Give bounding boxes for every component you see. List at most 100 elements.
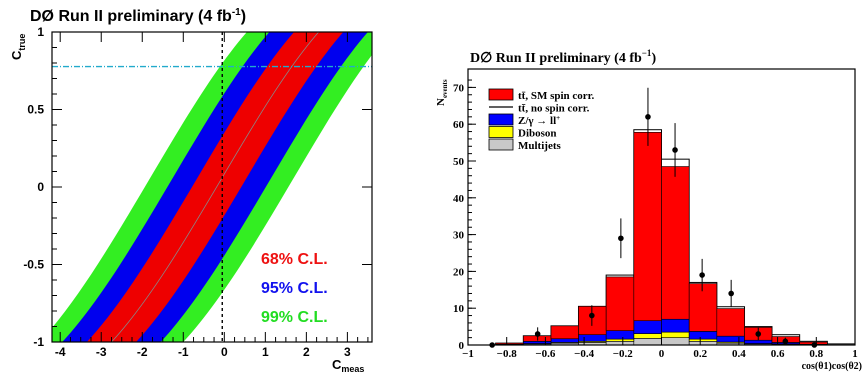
- y-tick-label: 10: [453, 303, 465, 315]
- y-tick-label: 60: [453, 119, 465, 131]
- legend-swatch: [488, 138, 514, 151]
- x-tick-label: −0.2: [613, 348, 634, 360]
- stack-bar-3: [550, 338, 579, 343]
- title-main: DØ Run II preliminary (4 fb: [30, 8, 232, 25]
- confidence-band-3: [86, 32, 344, 342]
- x-tick-label: −1: [462, 348, 474, 360]
- data-point: [782, 338, 789, 345]
- x-tick-label: 1: [262, 345, 269, 359]
- stack-bar-2: [661, 331, 690, 338]
- x-tick-label: 0.4: [732, 348, 746, 360]
- legend-label: tt̄, SM spin corr.: [518, 90, 595, 102]
- legend-label-sup: +: [556, 114, 560, 122]
- x-tick-label: 0: [659, 348, 665, 360]
- data-point: [699, 272, 705, 278]
- x-tick-label: 0.8: [809, 348, 823, 360]
- stack-bar-2: [688, 338, 718, 342]
- x-tick-label: -3: [96, 345, 107, 359]
- data-point: [534, 331, 541, 337]
- y-tick-label: 0: [37, 180, 44, 194]
- legend-swatch: [488, 126, 514, 138]
- stack-bar-4: [716, 308, 745, 337]
- legend-entry: tt̄, SM spin corr.: [518, 90, 595, 102]
- x-tick-label: 3: [344, 345, 351, 359]
- y-axis-label-sub: events: [441, 79, 449, 98]
- y-tick-label: 20: [453, 266, 465, 278]
- stack-bar-3: [605, 330, 635, 340]
- stack-bar-3: [523, 341, 552, 344]
- stack-bar-3: [633, 320, 662, 334]
- y-tick-label: 0.5: [27, 103, 44, 117]
- title-close: ): [651, 51, 656, 66]
- x-tick-label: 0: [221, 345, 228, 359]
- stack-bar-3: [716, 335, 745, 343]
- legend-entry: Z/γ → ll+: [518, 114, 560, 127]
- y-axis-label-main: N: [435, 98, 447, 106]
- stack-bar-2: [605, 338, 635, 342]
- legend-label: Multijets: [518, 140, 561, 152]
- x-tick-label: -1: [178, 345, 189, 359]
- legend-swatch: [488, 113, 514, 126]
- legend-entry: 99% C.L.: [261, 309, 328, 326]
- x-axis-label-sub: meas: [341, 364, 364, 373]
- x-axis-label: cos(θ1)cos(θ2): [802, 361, 862, 372]
- y-tick-label: 0: [459, 340, 465, 352]
- y-tick-label: 70: [453, 82, 465, 94]
- x-axis-label-main: C: [332, 357, 342, 372]
- y-tick-label: 50: [453, 156, 465, 168]
- stack-bar-4: [688, 283, 718, 332]
- legend-entry: 95% C.L.: [261, 280, 328, 297]
- x-tick-label: -4: [55, 345, 66, 359]
- chart-title: DØ Run II preliminary (4 fb-1): [30, 7, 246, 25]
- data-point: [755, 331, 762, 337]
- legend-entry: Multijets: [518, 140, 561, 152]
- stack-bar-4: [605, 276, 635, 331]
- stack-bar-1: [661, 337, 690, 346]
- stack-bar-4: [495, 342, 524, 345]
- stack-bar-3: [661, 318, 690, 333]
- y-tick-label: 40: [453, 193, 465, 205]
- stack-bar-4: [550, 325, 579, 340]
- x-tick-label: −0.6: [535, 348, 556, 360]
- legend-swatch: [488, 88, 514, 101]
- stack-bar-3: [578, 334, 607, 342]
- data-point: [589, 312, 595, 319]
- title-sup: -1: [232, 7, 241, 18]
- x-axis-label: Cmeas: [332, 357, 364, 373]
- stack-bar-3: [744, 339, 773, 344]
- cos-theta-histogram: −1 −0.8 −0.6 −0.4 −0.2 0 0.2 0.4 0.6 0.8 1 70 60 50 40…: [435, 48, 862, 372]
- data-point: [645, 114, 651, 120]
- x-tick-label: 0.6: [771, 348, 785, 360]
- x-tick-label: 0.2: [693, 348, 707, 360]
- data-point: [728, 290, 734, 297]
- title-sup: −1: [642, 48, 652, 58]
- title-close: ): [241, 8, 246, 25]
- stack-bar-1: [633, 338, 662, 346]
- y-axis-label: Nevents: [435, 79, 449, 106]
- chart-title: D∅ Run II preliminary (4 fb−1): [470, 48, 656, 66]
- y-tick-label: -1: [33, 335, 44, 349]
- data-point: [672, 147, 678, 153]
- y-axis-label-sub: true: [17, 34, 27, 51]
- y-axis-label: Ctrue: [9, 34, 27, 60]
- x-tick-label: 2: [303, 345, 310, 359]
- legend-label: Diboson: [518, 128, 557, 140]
- stack-bar-4: [661, 166, 690, 320]
- legend-label: tt̄, no spin corr.: [518, 103, 590, 115]
- title-main: D∅ Run II preliminary (4 fb: [470, 51, 642, 66]
- x-tick-label: −0.8: [497, 348, 518, 360]
- legend-entry: Diboson: [518, 128, 557, 140]
- legend-entry: 68% C.L.: [261, 251, 328, 268]
- legend-label: Z/γ → l: [518, 115, 553, 127]
- stack-bar-4: [633, 131, 662, 322]
- y-tick-label: -0.5: [23, 258, 44, 272]
- x-tick-label: 1: [852, 348, 858, 360]
- stack-bar-2: [633, 333, 662, 339]
- legend-label-extra: l: [553, 115, 556, 127]
- y-tick-label: 1: [37, 25, 44, 39]
- data-point: [618, 235, 624, 242]
- x-tick-label: −0.4: [574, 348, 595, 360]
- stack-bar-3: [688, 331, 718, 340]
- y-tick-label: 30: [453, 230, 465, 242]
- y-axis-label-main: C: [9, 50, 24, 60]
